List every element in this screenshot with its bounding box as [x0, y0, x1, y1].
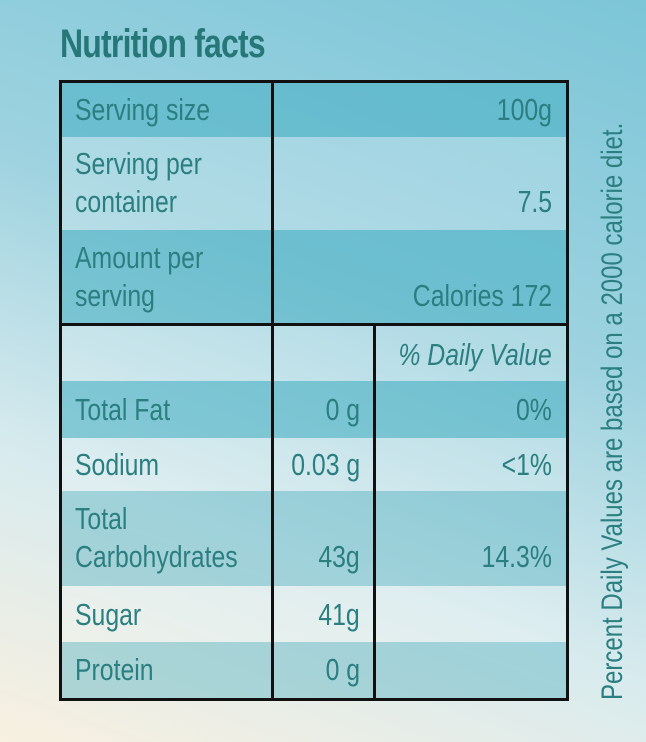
nutrient-name-1: Total	[75, 501, 128, 536]
nutrient-amount: 0 g	[325, 392, 360, 427]
nutrient-name: Protein	[75, 652, 154, 687]
row-dv-header	[62, 326, 566, 381]
row-serving-per-container	[62, 137, 566, 230]
amount-per-serving-label-1: Amount per	[75, 240, 204, 275]
nutrient-dv: <1%	[501, 447, 552, 482]
nutrient-name: Sugar	[75, 597, 142, 632]
serving-size-label: Serving size	[75, 92, 211, 127]
nutrient-name: Sodium	[75, 447, 160, 482]
nutrient-name-2: Carbohydrates	[75, 539, 238, 574]
daily-value-header: % Daily Value	[398, 337, 552, 372]
nutrient-dv: 14.3%	[481, 539, 552, 574]
section-divider	[62, 323, 566, 326]
nutrient-amount: 43g	[318, 539, 360, 574]
row-total-fat	[62, 381, 566, 438]
nutrient-dv: 0%	[516, 392, 552, 427]
column-divider	[271, 83, 274, 698]
nutrient-amount: 0 g	[325, 652, 360, 687]
nutrient-amount: 41g	[318, 597, 360, 632]
page-title: Nutrition facts	[60, 22, 266, 66]
calories-value: Calories 172	[412, 278, 552, 313]
row-sodium	[62, 438, 566, 491]
nutrient-amount: 0.03 g	[291, 447, 360, 482]
serving-size-value: 100g	[496, 92, 552, 127]
amount-per-serving-label-2: serving	[75, 278, 155, 313]
serving-per-container-label-1: Serving per	[75, 146, 202, 181]
row-serving-size	[62, 83, 566, 137]
row-amount-per-serving	[62, 230, 566, 323]
serving-per-container-value: 7.5	[517, 184, 552, 219]
nutrition-table: Serving size 100g Serving per container …	[59, 80, 569, 701]
nutrient-name: Total Fat	[75, 392, 171, 427]
row-protein	[62, 642, 566, 698]
column-divider	[373, 323, 376, 698]
row-sugar	[62, 586, 566, 642]
row-carbohydrates	[62, 491, 566, 586]
serving-per-container-label-2: container	[75, 184, 178, 219]
footnote: Percent Daily Values are based on a 2000…	[596, 122, 629, 700]
